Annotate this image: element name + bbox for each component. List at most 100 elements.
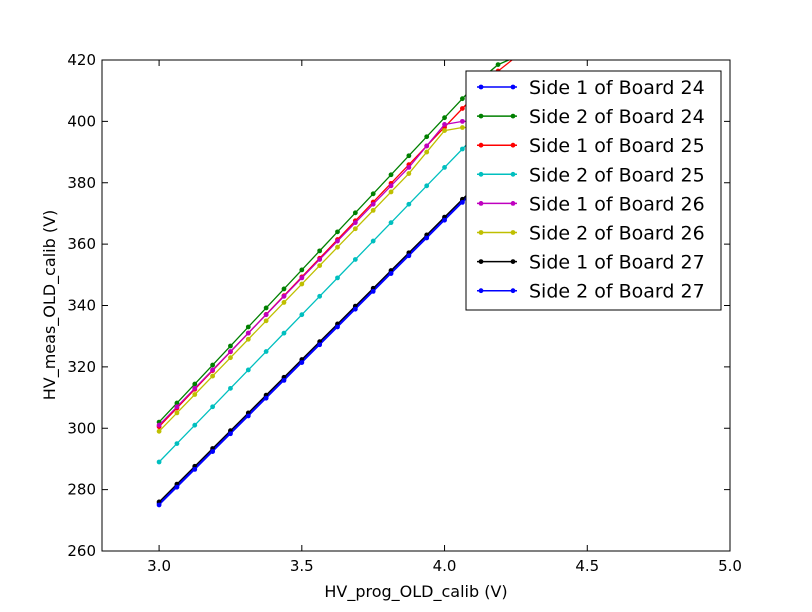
data-point xyxy=(424,134,430,140)
data-point xyxy=(459,106,465,111)
data-point xyxy=(174,410,180,416)
data-point xyxy=(388,183,394,189)
data-point xyxy=(281,286,287,292)
legend-marker xyxy=(510,171,516,177)
data-point xyxy=(299,360,305,365)
data-point xyxy=(352,306,358,312)
legend-entry: Side 1 of Board 25 xyxy=(477,135,705,157)
data-point xyxy=(210,449,216,454)
data-point xyxy=(335,238,340,244)
data-point xyxy=(424,143,430,149)
data-point xyxy=(281,300,287,305)
data-point xyxy=(370,288,376,294)
legend-marker xyxy=(478,171,484,177)
legend-entry: Side 1 of Board 24 xyxy=(477,77,705,99)
data-point xyxy=(281,293,287,299)
legend-label: Side 2 of Board 27 xyxy=(529,281,705,303)
data-point xyxy=(317,248,323,254)
data-point xyxy=(192,381,198,387)
legend-entry: Side 2 of Board 26 xyxy=(477,223,705,245)
legend-marker xyxy=(478,288,484,294)
data-point xyxy=(406,165,412,170)
data-point xyxy=(245,330,251,336)
x-tick-label: 4.5 xyxy=(575,557,599,575)
data-point xyxy=(263,312,269,318)
data-point xyxy=(156,502,162,508)
y-tick-label: 380 xyxy=(67,174,96,192)
legend-label: Side 1 of Board 25 xyxy=(529,135,705,157)
data-point xyxy=(388,220,394,226)
data-point xyxy=(317,293,323,299)
legend-entry: Side 2 of Board 24 xyxy=(477,106,705,128)
data-point xyxy=(263,305,269,311)
legend-marker xyxy=(478,113,484,119)
data-point xyxy=(299,275,305,281)
data-point xyxy=(228,349,233,354)
data-point xyxy=(317,263,323,269)
legend-marker xyxy=(510,142,516,148)
data-point xyxy=(442,128,447,133)
data-point xyxy=(210,373,216,379)
data-point xyxy=(156,428,162,434)
y-axis: 260 280 300 320 340 360 380 400 420 xyxy=(67,51,730,560)
legend-marker xyxy=(510,84,516,90)
legend-label: Side 2 of Board 25 xyxy=(529,164,705,186)
data-point xyxy=(192,385,198,391)
legend-marker xyxy=(478,84,484,90)
data-point xyxy=(281,330,287,336)
data-point xyxy=(459,146,465,152)
data-point xyxy=(459,199,465,205)
data-point xyxy=(192,466,198,472)
data-point xyxy=(459,118,465,124)
data-point xyxy=(495,62,501,68)
data-point xyxy=(263,318,269,324)
data-point xyxy=(228,431,233,437)
data-point xyxy=(156,422,162,428)
data-point xyxy=(406,171,412,176)
y-tick-label: 360 xyxy=(67,235,96,253)
y-tick-label: 280 xyxy=(67,481,96,499)
data-point xyxy=(228,343,233,349)
data-point xyxy=(335,275,340,281)
data-point xyxy=(352,226,358,232)
legend-label: Side 2 of Board 24 xyxy=(529,106,705,128)
legend-label: Side 1 of Board 27 xyxy=(529,252,705,274)
data-point xyxy=(459,125,465,130)
data-point xyxy=(192,392,198,397)
data-point xyxy=(406,153,412,159)
y-axis-label: HV_meas_OLD_calib (V) xyxy=(40,210,60,401)
data-point xyxy=(370,191,376,197)
data-point xyxy=(424,149,430,155)
data-point xyxy=(370,238,376,244)
data-point xyxy=(281,377,287,383)
data-point xyxy=(210,404,216,410)
data-point xyxy=(228,355,233,361)
data-point xyxy=(459,96,465,102)
data-point xyxy=(388,189,394,195)
legend-label: Side 2 of Board 26 xyxy=(529,223,705,245)
data-point xyxy=(174,400,180,406)
data-point xyxy=(388,172,394,178)
data-point xyxy=(245,336,251,342)
data-point xyxy=(370,207,376,213)
data-point xyxy=(335,324,340,330)
legend-box xyxy=(465,70,722,311)
y-tick-label: 340 xyxy=(67,297,96,315)
x-tick-label: 4.0 xyxy=(433,557,457,575)
x-tick-label: 3.0 xyxy=(147,557,171,575)
data-point xyxy=(299,312,305,318)
data-point xyxy=(210,367,216,373)
data-point xyxy=(442,115,447,121)
y-tick-label: 320 xyxy=(67,358,96,376)
legend-entry: Side 2 of Board 27 xyxy=(477,281,705,303)
data-point xyxy=(174,441,180,446)
legend-marker xyxy=(510,288,516,294)
x-axis-label: HV_prog_OLD_calib (V) xyxy=(324,582,507,602)
data-point xyxy=(174,404,180,410)
data-point xyxy=(192,422,198,428)
data-point xyxy=(406,253,412,259)
data-point xyxy=(263,395,269,401)
data-point xyxy=(245,413,251,419)
data-point xyxy=(317,342,323,348)
